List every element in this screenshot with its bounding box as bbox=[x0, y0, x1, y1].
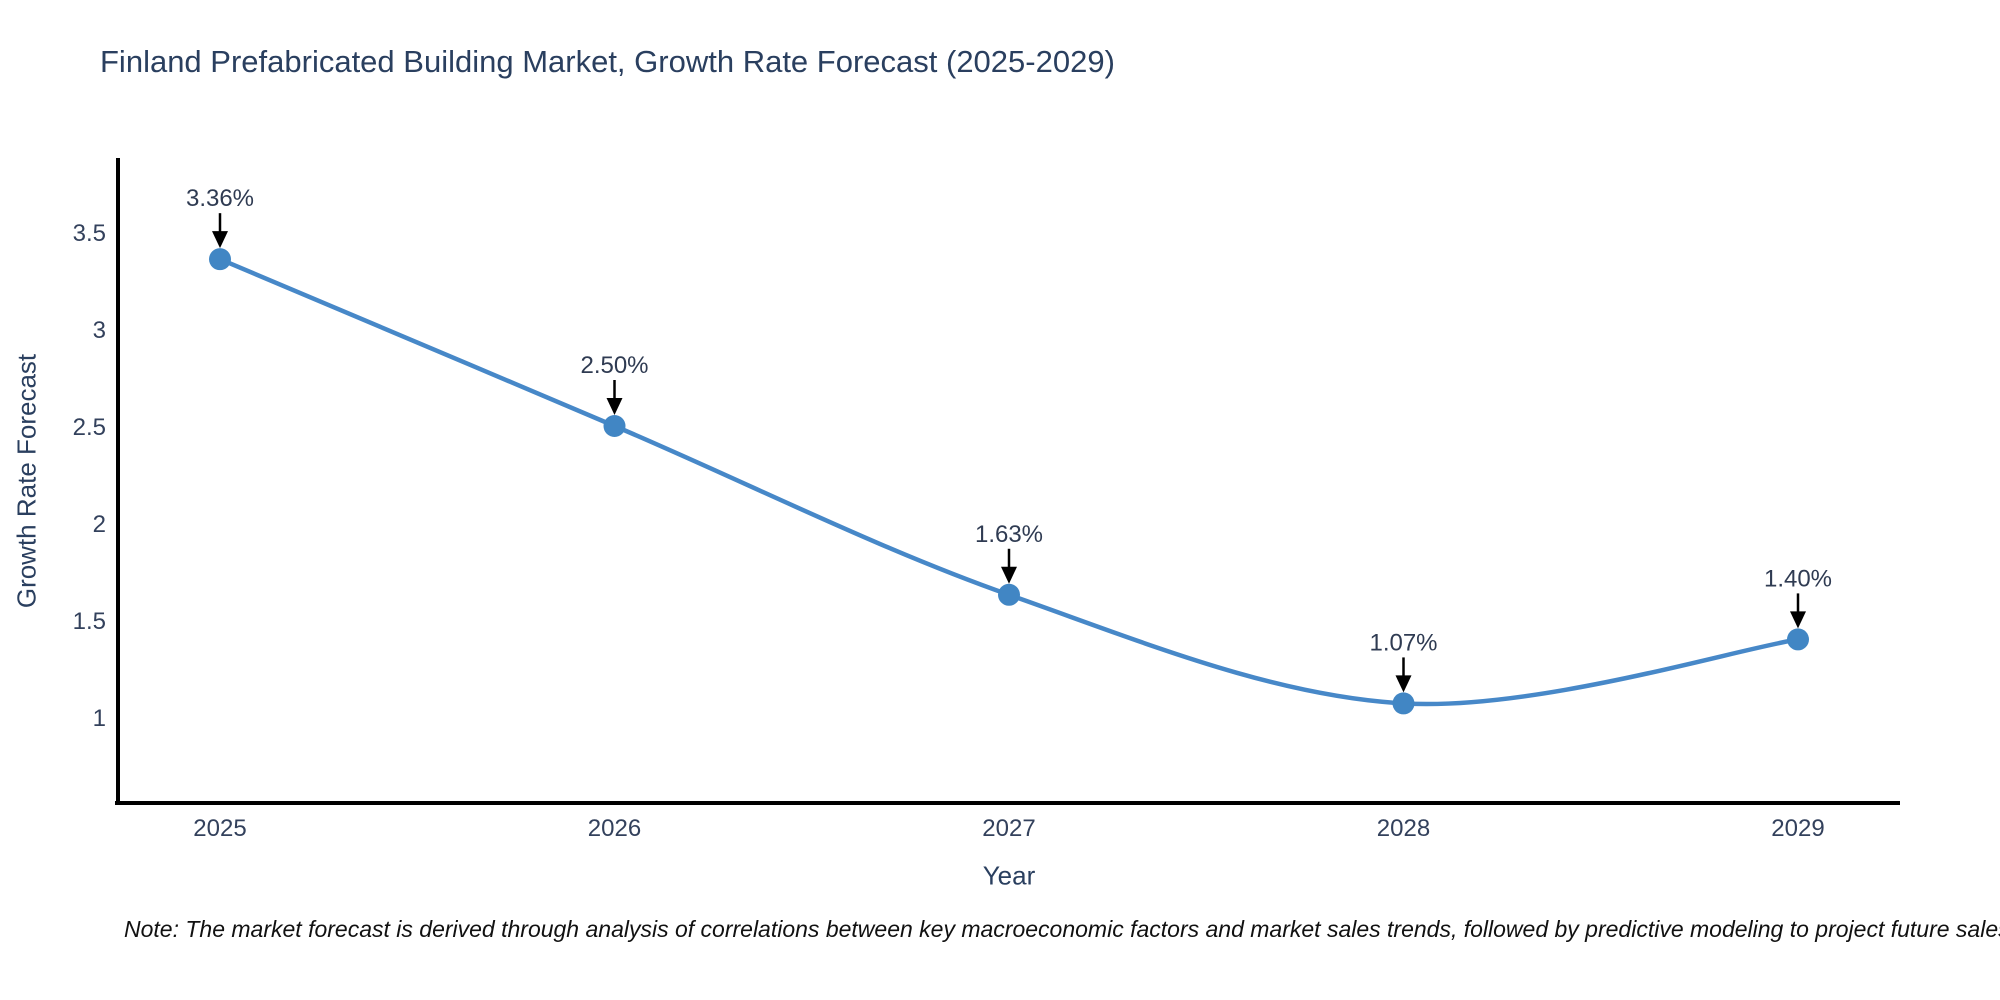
y-tick-label: 3.5 bbox=[73, 220, 106, 247]
x-tick-label: 2026 bbox=[588, 815, 641, 842]
y-tick-label: 1.5 bbox=[73, 608, 106, 635]
annotation-arrow-head bbox=[1395, 675, 1412, 693]
data-point-marker bbox=[1787, 628, 1809, 651]
footnote: Note: The market forecast is derived thr… bbox=[124, 916, 2000, 942]
annotation-arrow-head bbox=[1001, 566, 1017, 584]
data-point-marker bbox=[603, 415, 626, 437]
y-tick-label: 2.5 bbox=[73, 414, 106, 441]
annotation-arrow-head bbox=[1790, 611, 1806, 629]
x-tick-label: 2025 bbox=[193, 815, 246, 842]
data-point-marker bbox=[998, 583, 1020, 606]
data-point-label: 3.36% bbox=[186, 185, 254, 212]
data-point-marker bbox=[1392, 692, 1415, 715]
annotation-arrow-head bbox=[606, 398, 623, 415]
x-axis-title: Year bbox=[982, 860, 1036, 891]
y-tick-label: 3 bbox=[93, 317, 106, 344]
chart-title: Finland Prefabricated Building Market, G… bbox=[100, 44, 1115, 79]
data-point-label: 2.50% bbox=[580, 352, 648, 379]
y-tick-label: 1 bbox=[93, 705, 106, 732]
x-tick-label: 2027 bbox=[982, 815, 1035, 842]
data-point-label: 1.63% bbox=[975, 521, 1043, 548]
x-tick-label: 2028 bbox=[1377, 815, 1430, 842]
y-axis-title: Growth Rate Forecast bbox=[11, 353, 42, 609]
y-tick-label: 2 bbox=[93, 511, 106, 538]
x-tick-label: 2029 bbox=[1771, 815, 1824, 842]
data-point-marker bbox=[209, 248, 231, 271]
annotation-arrow-head bbox=[212, 231, 228, 249]
data-point-label: 1.07% bbox=[1369, 629, 1437, 656]
forecast-line bbox=[217, 256, 1801, 707]
data-point-label: 1.40% bbox=[1764, 565, 1832, 592]
